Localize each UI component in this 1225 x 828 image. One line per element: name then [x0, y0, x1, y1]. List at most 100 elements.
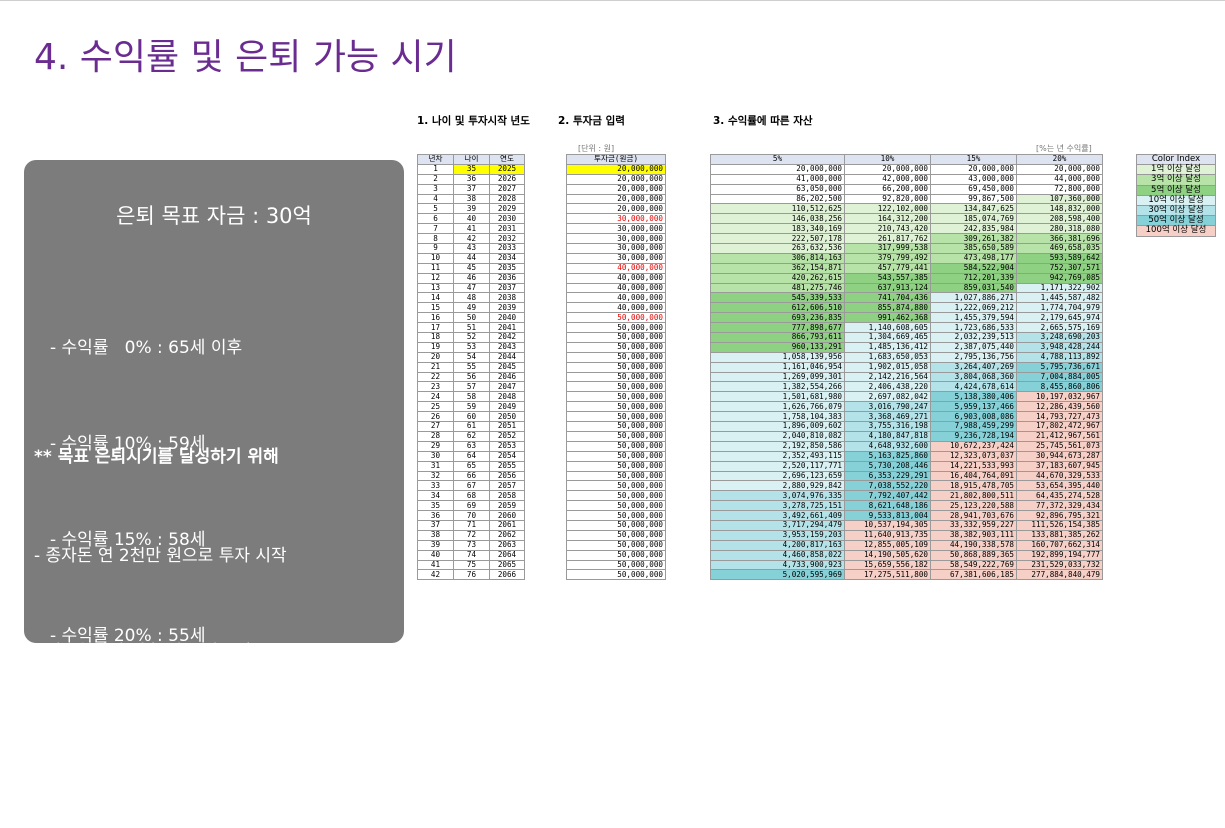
asset-cell: 92,896,795,321: [1016, 510, 1103, 521]
year-count-cell: 4: [417, 193, 454, 205]
table-row: 50,000,000: [566, 351, 666, 363]
retirement-goal: 은퇴 목표 자금 : 30억: [116, 204, 312, 228]
table-row: 420,262,615 543,557,385 712,201,339 942,769…: [710, 272, 1103, 284]
investment-cell: 50,000,000: [566, 322, 666, 334]
asset-cell: 1,896,009,602: [710, 421, 845, 432]
asset-cell: 42,000,000: [844, 173, 931, 185]
legend-row: 10억 이상 달성: [1136, 194, 1216, 206]
notes-title: ** 목표 은퇴시기를 달성하기 위해: [34, 447, 279, 467]
table-row: 19 53 2043: [417, 341, 525, 353]
year-cell: 2048: [489, 391, 525, 403]
table-row: 50,000,000: [566, 510, 666, 521]
asset-cell: 7,038,552,220: [844, 480, 931, 492]
rate-line: - 수익률 0% : 65세 이후: [50, 338, 243, 358]
year-cell: 2054: [489, 450, 525, 462]
table-row: 35 69 2059: [417, 500, 525, 512]
year-cell: 2056: [489, 470, 525, 482]
asset-cell: 280,318,080: [1016, 223, 1103, 235]
year-cell: 2055: [489, 460, 525, 472]
asset-cell: 63,050,000: [710, 183, 845, 195]
table-row: 50,000,000: [566, 361, 666, 373]
year-count-cell: 41: [417, 559, 454, 571]
table-row: 4 38 2028: [417, 193, 525, 205]
asset-cell: 25,745,561,073: [1016, 440, 1103, 452]
asset-cell: 122,102,000: [844, 203, 931, 215]
table-row: 29 63 2053: [417, 440, 525, 452]
asset-cell: 15,659,556,182: [844, 559, 931, 571]
asset-cell: 3,074,976,335: [710, 490, 845, 502]
asset-cell: 1,058,139,956: [710, 351, 845, 363]
asset-cell: 5,730,208,446: [844, 460, 931, 472]
year-cell: 2062: [489, 529, 525, 541]
section-2-title: 2. 투자금 입력: [558, 113, 625, 128]
asset-cell: 30,944,673,287: [1016, 450, 1103, 462]
asset-cell: 263,632,536: [710, 243, 845, 254]
year-cell: 2033: [489, 243, 525, 254]
asset-cell: 17,802,472,967: [1016, 421, 1103, 432]
age-cell: 76: [453, 569, 490, 581]
asset-cell: 277,884,840,479: [1016, 569, 1103, 581]
age-cell: 47: [453, 282, 490, 294]
table-row: 50,000,000: [566, 539, 666, 551]
asset-cell: 2,880,929,842: [710, 480, 845, 492]
investment-cell: 50,000,000: [566, 351, 666, 363]
asset-cell: 584,522,904: [930, 262, 1017, 274]
asset-cell: 991,462,368: [844, 312, 931, 324]
age-cell: 59: [453, 401, 490, 413]
year-count-cell: 13: [417, 282, 454, 294]
asset-cell: 1,902,015,058: [844, 361, 931, 373]
asset-cell: 7,004,884,005: [1016, 371, 1103, 383]
table-row: 31 65 2055: [417, 460, 525, 472]
year-cell: 2063: [489, 539, 525, 551]
asset-cell: 1,382,554,266: [710, 381, 845, 393]
table-row: 3,953,159,203 11,640,913,735 38,382,903,11…: [710, 529, 1103, 541]
table-row: 50,000,000: [566, 381, 666, 393]
age-cell: 51: [453, 322, 490, 334]
asset-cell: 385,650,589: [930, 243, 1017, 254]
table-row: 36 70 2060: [417, 510, 525, 521]
asset-cell: 183,340,169: [710, 223, 845, 235]
investment-cell: 50,000,000: [566, 510, 666, 521]
asset-cell: 66,200,000: [844, 183, 931, 195]
asset-cell: 2,032,239,513: [930, 332, 1017, 343]
year-cell: 2047: [489, 381, 525, 393]
table-row: 40,000,000: [566, 282, 666, 294]
rate-unit-label: [%는 년 수익률]: [1036, 144, 1092, 153]
table-row: 50,000,000: [566, 529, 666, 541]
asset-cell: 1,774,704,979: [1016, 302, 1103, 314]
asset-cell: 210,743,420: [844, 223, 931, 235]
age-cell: 48: [453, 292, 490, 304]
asset-cell: 12,323,073,037: [930, 450, 1017, 462]
asset-cell: 222,507,178: [710, 233, 845, 245]
asset-cell: 1,758,104,383: [710, 411, 845, 423]
year-count-cell: 22: [417, 371, 454, 383]
legend-row: 100억 이상 달성: [1136, 225, 1216, 237]
year-count-cell: 33: [417, 480, 454, 492]
asset-cell: 9,236,728,194: [930, 430, 1017, 442]
asset-cell: 192,899,194,777: [1016, 549, 1103, 561]
asset-cell: 10,537,194,305: [844, 519, 931, 531]
asset-cell: 1,445,587,482: [1016, 292, 1103, 304]
table-row: 50,000,000: [566, 519, 666, 531]
asset-cell: 4,648,932,600: [844, 440, 931, 452]
table-row: 50,000,000: [566, 401, 666, 413]
asset-cell: 14,793,727,473: [1016, 411, 1103, 423]
year-cell: 2028: [489, 193, 525, 205]
table-row: 40,000,000: [566, 302, 666, 314]
table-row: 28 62 2052: [417, 430, 525, 442]
investment-cell: 20,000,000: [566, 193, 666, 205]
asset-cell: 859,031,540: [930, 282, 1017, 294]
year-cell: 2026: [489, 173, 525, 185]
table-row: 1,161,046,954 1,902,015,058 3,264,407,269 5…: [710, 361, 1103, 373]
table-row: 5 39 2029: [417, 203, 525, 215]
asset-cell: 261,817,762: [844, 233, 931, 245]
investment-cell: 50,000,000: [566, 500, 666, 512]
asset-cell: 2,696,123,659: [710, 470, 845, 482]
asset-cell: 21,802,800,511: [930, 490, 1017, 502]
table-row: 866,793,611 1,304,669,465 2,032,239,513 3,2…: [710, 332, 1103, 343]
investment-cell: 30,000,000: [566, 252, 666, 264]
asset-cell: 1,455,379,594: [930, 312, 1017, 324]
asset-cell: 2,040,810,082: [710, 430, 845, 442]
asset-cell: 1,027,886,271: [930, 292, 1017, 304]
asset-cell: 3,755,316,198: [844, 421, 931, 432]
